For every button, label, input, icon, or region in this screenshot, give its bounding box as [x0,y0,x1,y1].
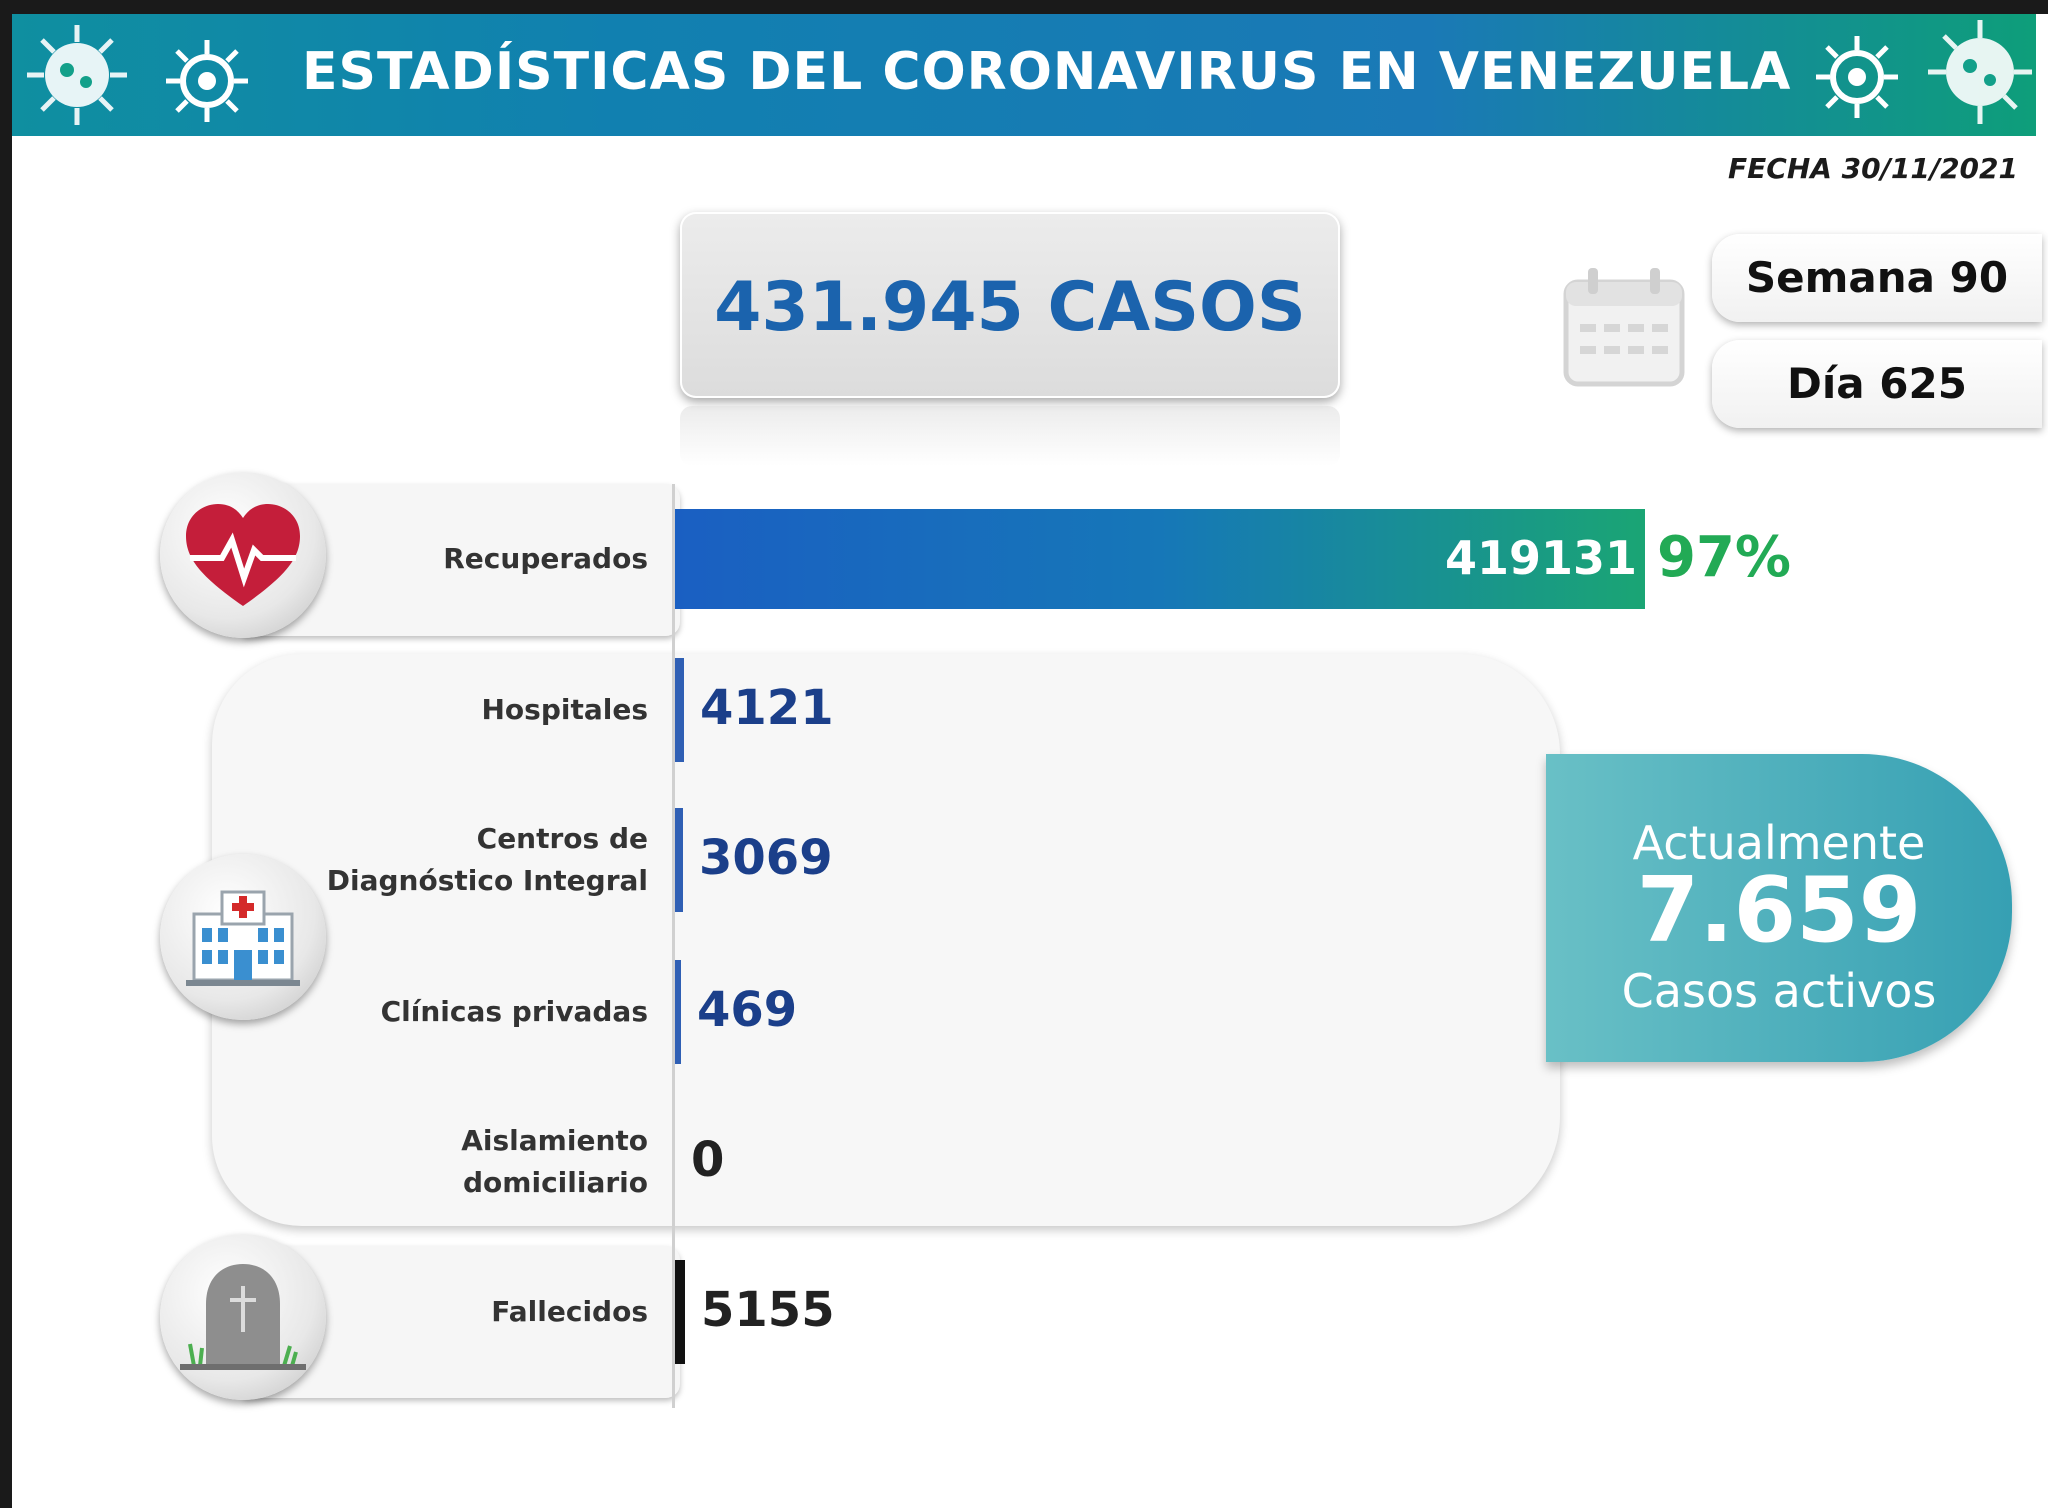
category-label-hospitales: Hospitales [481,689,648,731]
category-label-cdi: Centros de Diagnóstico Integral [327,818,648,902]
value-label-aislamiento-domiciliario: 0 [691,1132,725,1188]
deaths-icon-circle [160,1234,326,1400]
category-label-line: Recuperados [443,542,648,575]
header-banner: ESTADÍSTICAS DEL CORONAVIRUS EN VENEZUEL… [12,14,2036,136]
hospital-icon [186,890,300,986]
category-label-recuperados: Recuperados [443,538,648,580]
active-cases-badge: Actualmente 7.659 Casos activos [1546,754,2012,1062]
category-label-line: Hospitales [481,693,648,726]
category-label-fallecidos: Fallecidos [491,1291,648,1333]
active-cases-caption-bottom: Casos activos [1621,964,1937,1018]
value-label-recuperados: 419131 [1445,531,1638,585]
category-label-aislamiento-domiciliario: Aislamiento domiciliario [461,1120,648,1204]
week-pill: Semana 90 [1712,234,2042,322]
virus-icon [27,25,127,125]
category-label-clinicas-privadas: Clínicas privadas [381,991,648,1033]
calendar-icon [1563,268,1685,387]
category-label-line: Aislamiento [461,1124,648,1157]
category-label-line: Centros de [476,822,648,855]
total-cases-box: 431.945 CASOS [680,212,1340,398]
category-label-line: Fallecidos [491,1295,648,1328]
bar-clinicas-privadas [675,960,681,1064]
active-breakdown-panel [212,654,1560,1226]
value-label-fallecidos: 5155 [701,1282,835,1338]
axis-line [672,484,675,1408]
category-label-line: domiciliario [463,1166,648,1199]
hospital-icon-circle [160,854,326,1020]
heart-pulse-icon [186,504,300,606]
category-label-line: Diagnóstico Integral [326,864,648,897]
category-label-line: Clínicas privadas [380,995,648,1028]
recovered-icon-circle [160,472,326,638]
bar-recuperados [675,509,1645,609]
date-label: FECHA 30/11/2021 [1728,152,2018,185]
tombstone-icon [180,1264,306,1370]
virus-icon [1816,36,1898,118]
bar-hospitales [675,658,684,762]
total-cases-value: 431.945 CASOS [714,268,1306,347]
active-cases-value: 7.659 [1636,858,1922,963]
day-pill: Día 625 [1712,340,2042,428]
total-cases-reflection [680,406,1340,466]
page-title: ESTADÍSTICAS DEL CORONAVIRUS EN VENEZUEL… [302,42,1792,102]
active-cases-caption-top: Actualmente [1632,816,1926,870]
virus-icon [166,40,248,122]
value-label-clinicas-privadas: 469 [697,982,798,1038]
virus-icon [1928,20,2032,124]
bar-cdi [675,808,683,912]
value-label-cdi: 3069 [699,830,833,886]
infographic: ESTADÍSTICAS DEL CORONAVIRUS EN VENEZUEL… [12,14,2048,1508]
bar-fallecidos [675,1260,685,1364]
value-label-hospitales: 4121 [700,680,834,736]
percent-label-recuperados: 97% [1657,525,1792,590]
